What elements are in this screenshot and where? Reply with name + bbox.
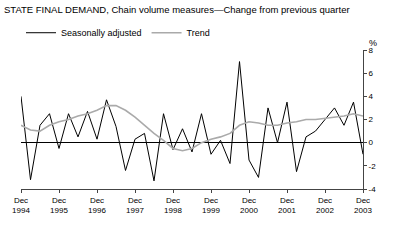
svg-text:STATE FINAL DEMAND, Chain volu: STATE FINAL DEMAND, Chain volume measure… bbox=[4, 4, 350, 15]
svg-text:-4: -4 bbox=[369, 185, 377, 194]
svg-text:Trend: Trend bbox=[187, 28, 210, 38]
svg-text:Dec1997: Dec1997 bbox=[126, 196, 144, 215]
svg-text:6: 6 bbox=[369, 69, 374, 78]
svg-text:%: % bbox=[369, 38, 377, 48]
svg-text:Dec2001: Dec2001 bbox=[278, 196, 296, 215]
svg-text:Dec2003: Dec2003 bbox=[354, 196, 372, 215]
svg-text:0: 0 bbox=[369, 138, 374, 147]
svg-text:Dec2000: Dec2000 bbox=[240, 196, 258, 215]
svg-text:Dec1994: Dec1994 bbox=[12, 196, 30, 215]
svg-text:-2: -2 bbox=[369, 162, 377, 171]
svg-text:Dec1999: Dec1999 bbox=[202, 196, 220, 215]
svg-text:2: 2 bbox=[369, 115, 374, 124]
svg-text:Dec1995: Dec1995 bbox=[50, 196, 68, 215]
svg-text:Seasonally adjusted: Seasonally adjusted bbox=[61, 28, 142, 38]
svg-text:Dec2002: Dec2002 bbox=[316, 196, 334, 215]
svg-text:4: 4 bbox=[369, 92, 374, 101]
svg-text:Dec1996: Dec1996 bbox=[88, 196, 106, 215]
svg-text:8: 8 bbox=[369, 46, 374, 55]
svg-text:Dec1998: Dec1998 bbox=[164, 196, 182, 215]
